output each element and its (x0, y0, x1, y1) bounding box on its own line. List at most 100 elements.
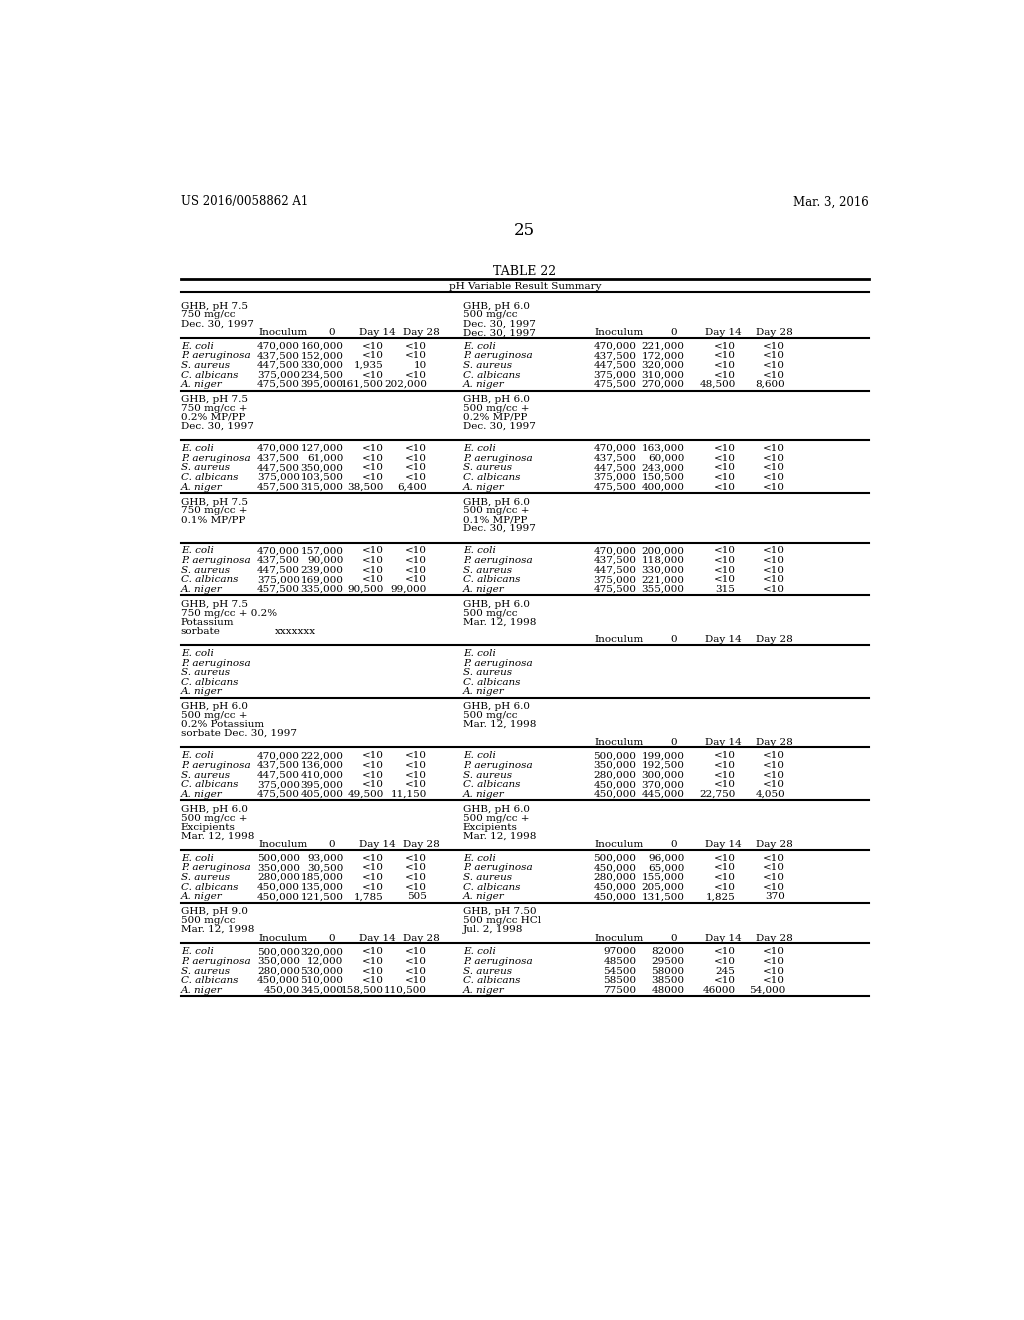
Text: 0: 0 (671, 329, 677, 337)
Text: xxxxxxx: xxxxxxx (275, 627, 316, 635)
Text: P. aeruginosa: P. aeruginosa (180, 659, 250, 668)
Text: A. niger: A. niger (180, 986, 222, 995)
Text: 221,000: 221,000 (641, 576, 684, 585)
Text: <10: <10 (763, 760, 785, 770)
Text: Mar. 12, 1998: Mar. 12, 1998 (463, 618, 537, 627)
Text: <10: <10 (763, 751, 785, 760)
Text: C. albicans: C. albicans (463, 977, 520, 985)
Text: 400,000: 400,000 (641, 483, 684, 491)
Text: <10: <10 (406, 780, 427, 789)
Text: 375,000: 375,000 (257, 576, 300, 585)
Text: <10: <10 (763, 873, 785, 882)
Text: 500 mg/cc +: 500 mg/cc + (463, 404, 529, 413)
Text: 48500: 48500 (603, 957, 636, 966)
Text: 375,000: 375,000 (593, 473, 636, 482)
Text: <10: <10 (714, 473, 735, 482)
Text: 470,000: 470,000 (257, 751, 300, 760)
Text: <10: <10 (361, 957, 384, 966)
Text: 280,000: 280,000 (257, 966, 300, 975)
Text: Mar. 12, 1998: Mar. 12, 1998 (463, 721, 537, 729)
Text: 49,500: 49,500 (347, 789, 384, 799)
Text: A. niger: A. niger (180, 892, 222, 902)
Text: 475,500: 475,500 (257, 789, 300, 799)
Text: 320,000: 320,000 (300, 948, 343, 956)
Text: <10: <10 (714, 556, 735, 565)
Text: 447,500: 447,500 (257, 566, 300, 574)
Text: 437,500: 437,500 (257, 760, 300, 770)
Text: <10: <10 (714, 883, 735, 891)
Text: <10: <10 (406, 957, 427, 966)
Text: P. aeruginosa: P. aeruginosa (180, 760, 250, 770)
Text: Day 14: Day 14 (705, 841, 741, 849)
Text: 375,000: 375,000 (593, 371, 636, 380)
Text: E. coli: E. coli (180, 854, 214, 863)
Text: Inoculum: Inoculum (595, 933, 644, 942)
Text: 96,000: 96,000 (648, 854, 684, 863)
Text: <10: <10 (406, 873, 427, 882)
Text: Inoculum: Inoculum (258, 329, 307, 337)
Text: 58500: 58500 (603, 977, 636, 985)
Text: 0: 0 (329, 933, 335, 942)
Text: 450,000: 450,000 (593, 863, 636, 873)
Text: <10: <10 (361, 351, 384, 360)
Text: <10: <10 (714, 780, 735, 789)
Text: S. aureus: S. aureus (180, 566, 229, 574)
Text: <10: <10 (714, 546, 735, 556)
Text: 136,000: 136,000 (300, 760, 343, 770)
Text: 330,000: 330,000 (300, 360, 343, 370)
Text: <10: <10 (763, 483, 785, 491)
Text: 457,500: 457,500 (257, 585, 300, 594)
Text: Day 14: Day 14 (359, 933, 396, 942)
Text: 437,500: 437,500 (257, 351, 300, 360)
Text: <10: <10 (361, 883, 384, 891)
Text: 280,000: 280,000 (593, 873, 636, 882)
Text: 375,000: 375,000 (257, 780, 300, 789)
Text: E. coli: E. coli (463, 854, 496, 863)
Text: 370,000: 370,000 (641, 780, 684, 789)
Text: <10: <10 (763, 576, 785, 585)
Text: 450,00: 450,00 (263, 986, 300, 995)
Text: S. aureus: S. aureus (180, 360, 229, 370)
Text: S. aureus: S. aureus (463, 566, 512, 574)
Text: 202,000: 202,000 (384, 380, 427, 389)
Text: 10: 10 (414, 360, 427, 370)
Text: 320,000: 320,000 (641, 360, 684, 370)
Text: 6,400: 6,400 (397, 483, 427, 491)
Text: 0: 0 (329, 329, 335, 337)
Text: 243,000: 243,000 (641, 463, 684, 473)
Text: 315: 315 (716, 585, 735, 594)
Text: 447,500: 447,500 (257, 771, 300, 780)
Text: 470,000: 470,000 (257, 546, 300, 556)
Text: GHB, pH 6.0: GHB, pH 6.0 (463, 302, 529, 310)
Text: 205,000: 205,000 (641, 883, 684, 891)
Text: 0.1% MP/PP: 0.1% MP/PP (180, 515, 245, 524)
Text: E. coli: E. coli (180, 546, 214, 556)
Text: <10: <10 (406, 863, 427, 873)
Text: Day 28: Day 28 (756, 738, 793, 747)
Text: Dec. 30, 1997: Dec. 30, 1997 (463, 422, 536, 430)
Text: 93,000: 93,000 (307, 854, 343, 863)
Text: 0: 0 (671, 635, 677, 644)
Text: 131,500: 131,500 (641, 892, 684, 902)
Text: <10: <10 (361, 760, 384, 770)
Text: 500 mg/cc +: 500 mg/cc + (180, 711, 247, 721)
Text: <10: <10 (763, 546, 785, 556)
Text: pH Variable Result Summary: pH Variable Result Summary (449, 282, 601, 292)
Text: A. niger: A. niger (463, 892, 505, 902)
Text: P. aeruginosa: P. aeruginosa (463, 556, 532, 565)
Text: C. albicans: C. albicans (463, 576, 520, 585)
Text: 221,000: 221,000 (641, 342, 684, 351)
Text: <10: <10 (406, 771, 427, 780)
Text: Day 14: Day 14 (705, 738, 741, 747)
Text: P. aeruginosa: P. aeruginosa (463, 760, 532, 770)
Text: <10: <10 (714, 948, 735, 956)
Text: C. albicans: C. albicans (180, 780, 239, 789)
Text: 345,000: 345,000 (300, 986, 343, 995)
Text: 99,000: 99,000 (391, 585, 427, 594)
Text: <10: <10 (406, 760, 427, 770)
Text: <10: <10 (763, 883, 785, 891)
Text: S. aureus: S. aureus (463, 463, 512, 473)
Text: P. aeruginosa: P. aeruginosa (463, 863, 532, 873)
Text: S. aureus: S. aureus (180, 966, 229, 975)
Text: <10: <10 (763, 454, 785, 463)
